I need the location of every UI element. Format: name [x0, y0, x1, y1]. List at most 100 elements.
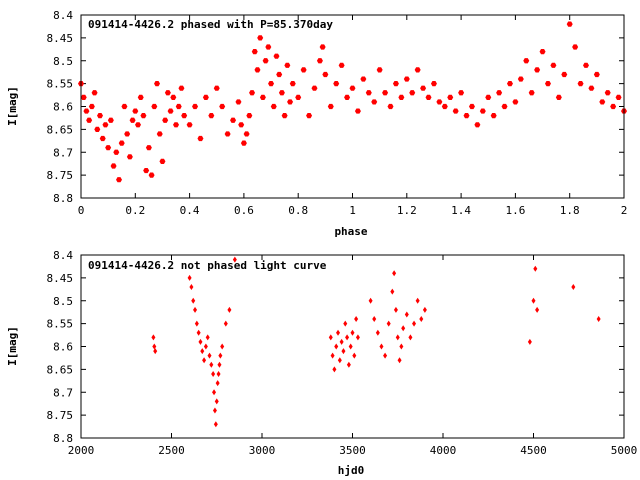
data-point [474, 122, 481, 128]
data-point [189, 284, 194, 291]
data-point [259, 94, 266, 100]
data-point [287, 99, 294, 105]
data-point [334, 343, 339, 350]
data-point [535, 306, 540, 313]
data-point [238, 122, 245, 128]
data-point [354, 108, 361, 114]
data-point [202, 357, 207, 364]
data-point [512, 99, 519, 105]
data-point [566, 21, 573, 27]
data-point [124, 131, 131, 137]
data-point [105, 145, 112, 151]
data-point [386, 320, 391, 327]
data-point [254, 67, 261, 73]
data-point [164, 90, 171, 96]
data-point [262, 58, 269, 64]
data-point [83, 108, 90, 114]
data-point [376, 67, 383, 73]
data-point [186, 122, 193, 128]
data-point [170, 94, 177, 100]
x-tick-label: 2000 [68, 444, 95, 457]
data-point [458, 90, 465, 96]
x-tick-label: 0.2 [125, 204, 145, 217]
data-point [403, 76, 410, 82]
x-tick-label: 1.2 [397, 204, 417, 217]
data-point [346, 361, 351, 368]
data-point [343, 320, 348, 327]
data-point [284, 62, 291, 68]
data-point [468, 103, 475, 110]
data-point [328, 334, 333, 341]
data-point [208, 113, 215, 119]
data-point [295, 94, 302, 100]
data-point [118, 140, 125, 146]
data-point [392, 81, 399, 87]
data-point [140, 113, 147, 119]
y-tick-label: 8.45 [47, 32, 74, 45]
data-point [350, 329, 355, 336]
data-point [338, 62, 345, 68]
data-point [278, 90, 285, 96]
axis-ticks: 0 0.2 0.4 0.6 0.8 1 1.2 1.4 1.6 1.8 2 8.4 8.45 8.5 8.5… [47, 9, 628, 217]
y-tick-label: 8.5 [53, 55, 73, 68]
data-point [121, 103, 128, 110]
plot-frame [80, 254, 625, 439]
data-point [531, 297, 536, 304]
data-point [126, 154, 133, 160]
data-point [306, 113, 313, 119]
data-point [582, 62, 589, 68]
data-point [159, 158, 166, 164]
data-point [414, 67, 421, 73]
data-point [281, 113, 288, 119]
y-tick-label: 8.55 [47, 318, 74, 331]
data-point [218, 352, 223, 359]
y-tick-label: 8.75 [47, 169, 74, 182]
data-point [193, 306, 198, 313]
data-point [447, 94, 454, 100]
data-point [196, 329, 201, 336]
data-point [422, 306, 427, 313]
y-tick-label: 8.5 [53, 295, 73, 308]
data-point [375, 329, 380, 336]
plot-frame [80, 14, 625, 199]
data-point [143, 167, 150, 174]
chart-title: 091414-4426.2 not phased light curve [88, 259, 327, 272]
x-axis-label: phase [334, 225, 367, 238]
data-point [249, 90, 256, 96]
data-point [80, 94, 87, 100]
unphased-light-curve-chart: 091414-4426.2 not phased light curve hjd… [6, 249, 637, 477]
data-point [145, 145, 152, 151]
y-tick-label: 8.75 [47, 409, 74, 422]
data-point [539, 49, 546, 55]
data-point [599, 99, 606, 105]
data-point [311, 85, 318, 91]
data-point [412, 320, 417, 327]
data-point [129, 117, 136, 123]
data-point [490, 113, 497, 119]
x-tick-label: 1 [349, 204, 356, 217]
data-point [227, 306, 232, 313]
data-point [354, 316, 359, 323]
data-point [200, 348, 205, 355]
x-tick-label: 0.4 [180, 204, 200, 217]
data-point [319, 44, 326, 50]
data-point [610, 103, 617, 110]
x-tick-label: 1.4 [451, 204, 471, 217]
data-point [339, 338, 344, 345]
y-tick-label: 8.4 [53, 249, 73, 262]
data-point [203, 343, 208, 350]
x-tick-label: 0 [78, 204, 85, 217]
data-point [224, 131, 231, 137]
data-point [273, 53, 280, 59]
x-axis-label: hjd0 [338, 464, 365, 477]
y-tick-label: 8.4 [53, 9, 73, 22]
x-tick-label: 2500 [158, 444, 185, 457]
data-point [404, 311, 409, 318]
data-point [337, 357, 342, 364]
data-point [452, 108, 459, 114]
x-tick-label: 5000 [611, 444, 638, 457]
data-point [571, 284, 576, 291]
data-point [425, 94, 432, 100]
x-tick-label: 3500 [339, 444, 366, 457]
